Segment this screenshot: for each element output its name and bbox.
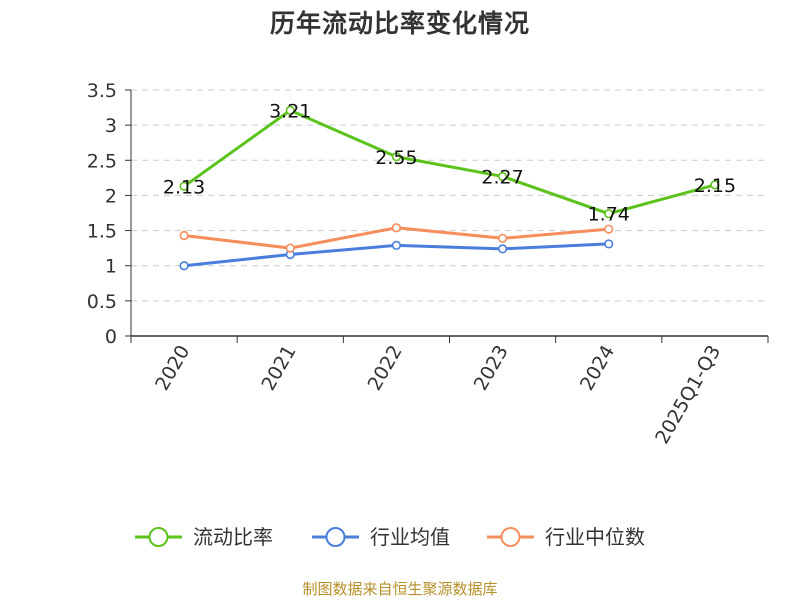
y-tick-label: 1 bbox=[105, 256, 117, 278]
y-tick-label: 3 bbox=[105, 115, 117, 137]
y-tick-label: 2 bbox=[105, 185, 117, 207]
legend-label: 流动比率 bbox=[193, 525, 273, 549]
data-point bbox=[497, 244, 508, 254]
x-tick-label: 2022 bbox=[364, 342, 407, 395]
grid-lines bbox=[131, 89, 768, 302]
x-tick-label: 2020 bbox=[151, 342, 194, 395]
data-label: 2.15 bbox=[694, 175, 736, 197]
data-labels: 2.13 3.21 2.55 2.27 1.74 2.15 bbox=[163, 100, 736, 225]
legend: 流动比率 行业均值 行业中位数 bbox=[135, 525, 645, 549]
data-label: 2.27 bbox=[481, 166, 523, 188]
legend-marker bbox=[325, 527, 346, 547]
data-point bbox=[604, 239, 614, 249]
legend-label: 行业均值 bbox=[370, 525, 450, 549]
data-point bbox=[391, 152, 402, 162]
data-point bbox=[391, 223, 402, 233]
x-axis-ticks: 2020 2021 2022 2023 2024 2025Q1-Q3 bbox=[151, 342, 725, 448]
chart-title: 历年流动比率变化情况 bbox=[269, 9, 530, 38]
data-label: 2.55 bbox=[375, 147, 417, 169]
y-tick-label: 0 bbox=[105, 326, 117, 348]
data-label: 3.21 bbox=[269, 100, 311, 122]
data-label: 1.74 bbox=[588, 204, 630, 226]
series-group bbox=[179, 105, 720, 271]
data-point bbox=[285, 105, 295, 115]
legend-marker bbox=[500, 527, 521, 547]
x-tick-label: 2023 bbox=[470, 342, 513, 395]
legend-marker bbox=[148, 527, 169, 547]
y-tick-label: 3.5 bbox=[87, 80, 117, 102]
data-point bbox=[179, 261, 189, 271]
data-point bbox=[285, 243, 295, 253]
data-label: 2.13 bbox=[163, 176, 205, 198]
y-tick-label: 1.5 bbox=[87, 221, 117, 243]
data-point bbox=[497, 233, 508, 243]
axes bbox=[125, 89, 769, 343]
data-point bbox=[710, 180, 720, 190]
y-tick-label: 2.5 bbox=[87, 150, 117, 172]
source-note: 制图数据来自恒生聚源数据库 bbox=[302, 580, 498, 598]
data-point bbox=[391, 240, 402, 250]
legend-label: 行业中位数 bbox=[545, 525, 645, 549]
x-tick-label: 2024 bbox=[576, 342, 619, 395]
y-tick-label: 0.5 bbox=[87, 291, 117, 313]
x-tick-label: 2025Q1-Q3 bbox=[651, 342, 725, 448]
data-point bbox=[604, 224, 614, 234]
y-axis-ticks: 0 0.5 1 1.5 2 2.5 3 3.5 bbox=[87, 80, 117, 348]
data-point bbox=[179, 230, 189, 241]
data-point bbox=[179, 181, 189, 191]
data-point bbox=[604, 209, 614, 219]
data-point bbox=[497, 171, 508, 182]
series-line-1 bbox=[183, 108, 716, 216]
x-tick-label: 2021 bbox=[257, 342, 300, 395]
